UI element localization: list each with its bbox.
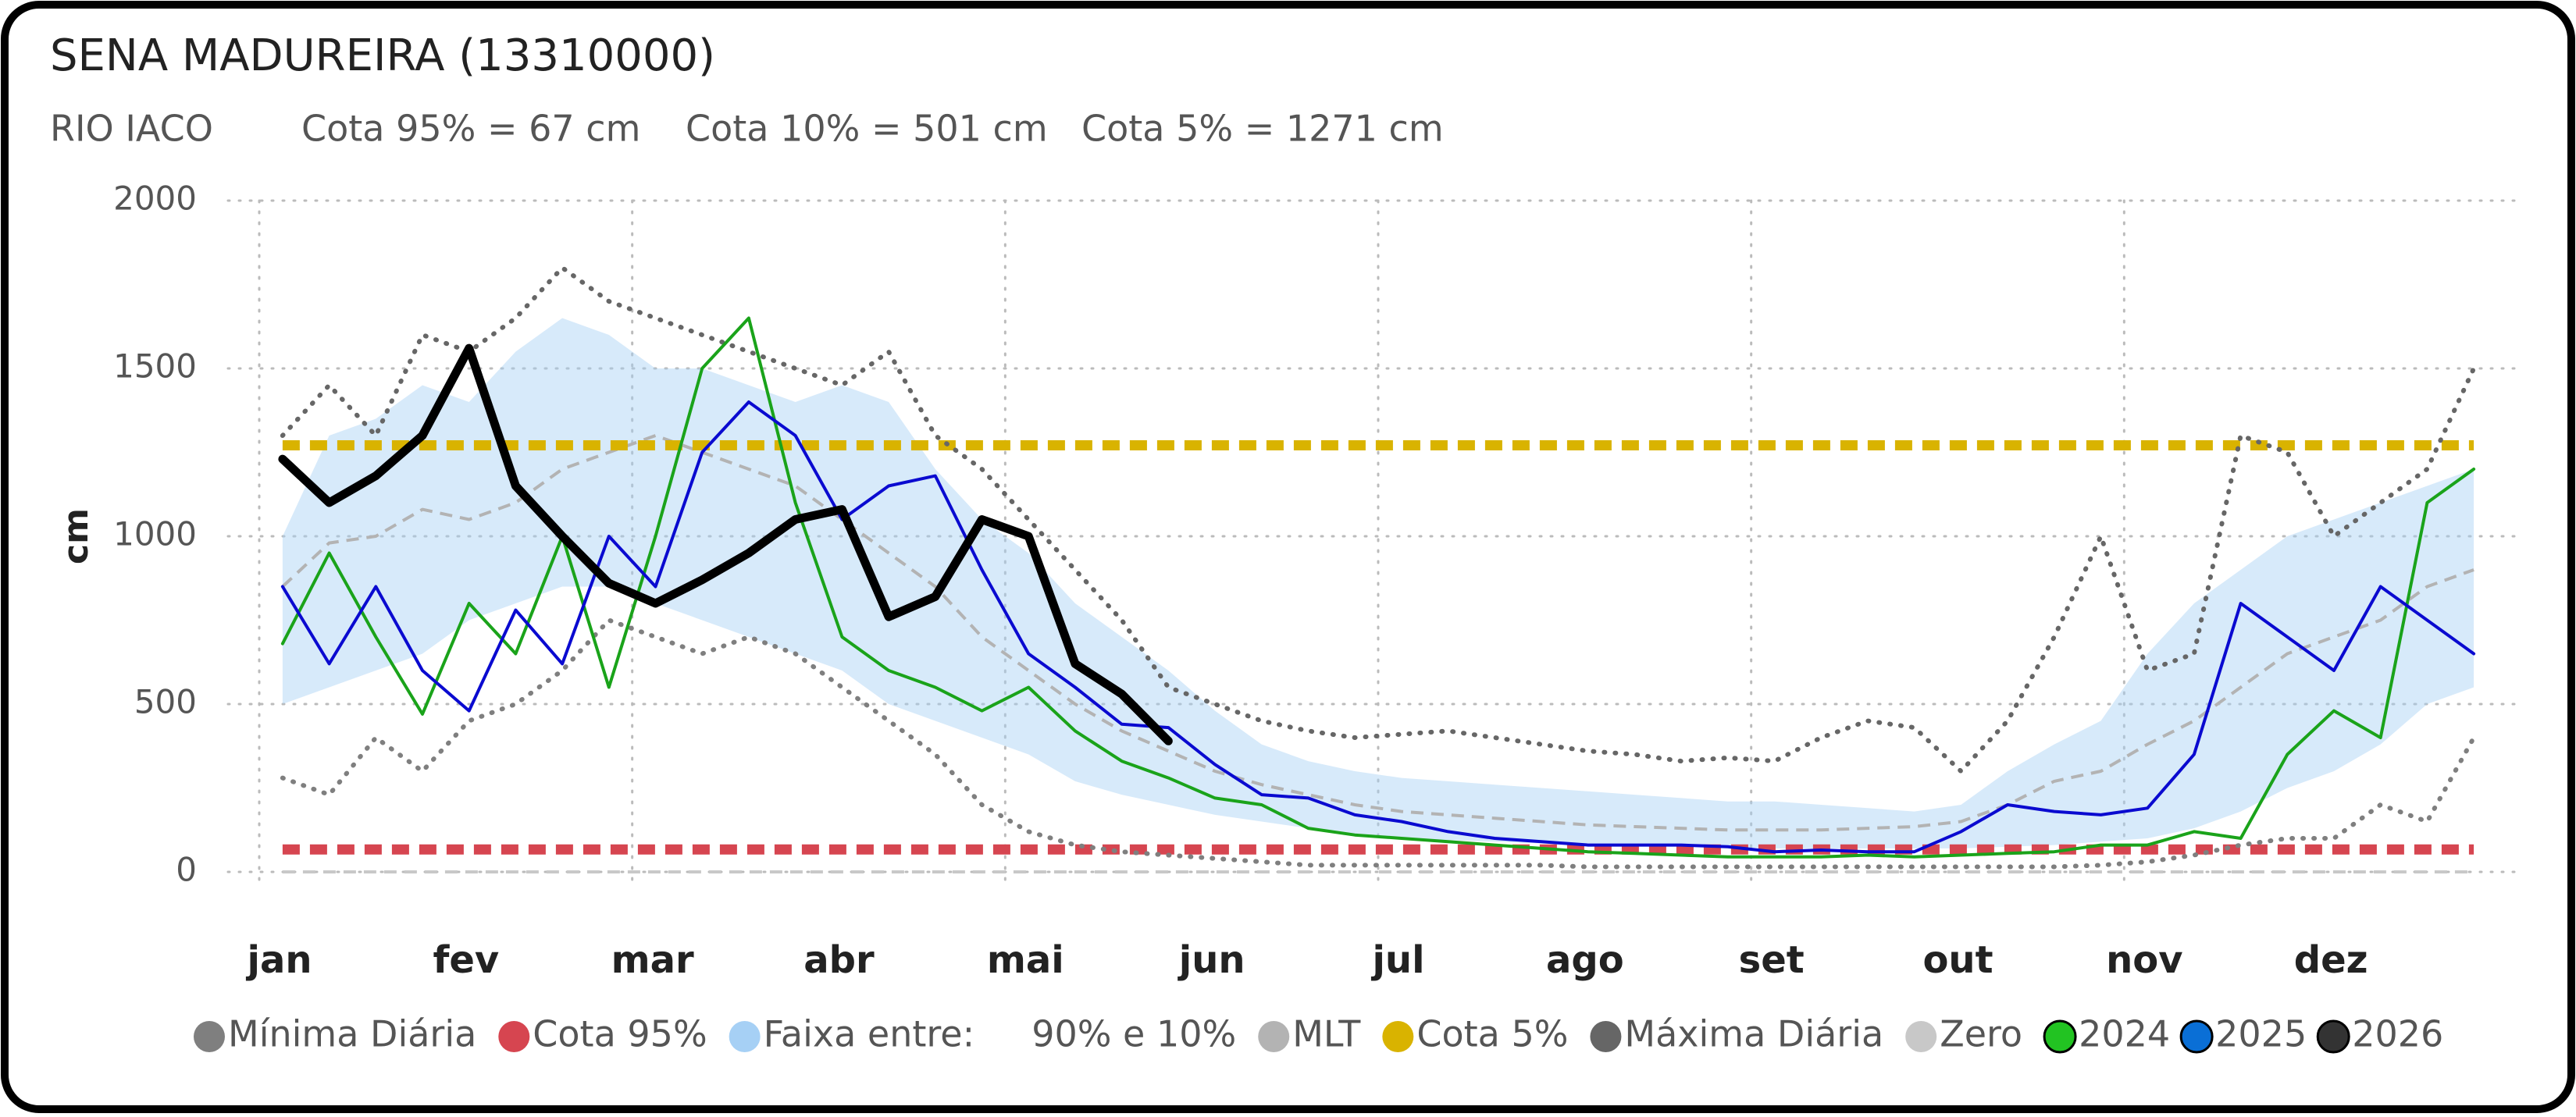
subtitle: Cota 10% = 501 cm xyxy=(686,108,1048,150)
y-tick-label: 500 xyxy=(134,683,197,721)
subtitle: Cota 95% = 67 cm xyxy=(301,108,640,150)
legend-marker xyxy=(498,1021,530,1052)
x-tick-label: set xyxy=(1739,938,1805,982)
x-tick-label: mar xyxy=(611,938,694,982)
x-tick-label: dez xyxy=(2294,938,2368,982)
legend-label: Máxima Diária xyxy=(1624,1013,1883,1055)
x-tick-label: nov xyxy=(2106,938,2182,982)
legend-marker xyxy=(194,1021,225,1052)
chart-title: SENA MADUREIRA (13310000) xyxy=(50,30,715,81)
legend-marker xyxy=(1382,1021,1414,1052)
legend-marker xyxy=(2179,1019,2214,1054)
y-tick-label: 1500 xyxy=(113,347,197,386)
y-axis-label: cm xyxy=(56,508,96,564)
series-line xyxy=(280,316,2476,859)
y-tick-label: 0 xyxy=(176,851,197,889)
legend-marker xyxy=(1905,1021,1937,1052)
legend-label: Zero xyxy=(1940,1013,2022,1055)
series-line xyxy=(280,265,2477,774)
x-tick-label: mai xyxy=(987,938,1064,982)
legend-marker xyxy=(1258,1021,1290,1052)
legend-label: Cota 5% xyxy=(1416,1013,1568,1055)
series-line xyxy=(280,400,2476,854)
series-line xyxy=(281,434,2474,832)
subtitle: Cota 5% = 1271 cm xyxy=(1081,108,1444,150)
x-tick-label: jul xyxy=(1370,938,1424,982)
y-tick-label: 2000 xyxy=(113,180,197,218)
legend-marker xyxy=(1590,1021,1622,1052)
x-tick-label: ago xyxy=(1546,938,1624,982)
legend: Mínima Diária Cota 95% Faixa entre: 90% e … xyxy=(194,1013,2443,1055)
legend-label: MLT xyxy=(1292,1013,1361,1055)
legend-marker xyxy=(2316,1019,2350,1054)
x-tick-label: fev xyxy=(433,938,499,982)
subtitle: RIO IACO xyxy=(50,108,213,150)
legend-label: 2024 xyxy=(2079,1013,2170,1055)
x-tick-label: abr xyxy=(803,938,875,982)
legend-label: 2025 xyxy=(2215,1013,2307,1055)
legend-label: 2026 xyxy=(2352,1013,2443,1055)
band-area xyxy=(282,318,2474,848)
legend-label: Cota 95% xyxy=(533,1013,707,1055)
x-tick-label: jun xyxy=(1178,938,1245,982)
legend-marker xyxy=(729,1021,761,1052)
series-line xyxy=(280,617,2477,870)
x-tick-label: out xyxy=(1922,938,1993,982)
legend-label: Mínima Diária xyxy=(228,1013,476,1055)
y-tick-label: 1000 xyxy=(113,515,197,553)
x-tick-label: jan xyxy=(245,938,312,982)
series-line xyxy=(278,343,1173,745)
legend-marker xyxy=(2043,1019,2077,1054)
legend-label: Faixa entre: 90% e 10% xyxy=(764,1013,1237,1055)
